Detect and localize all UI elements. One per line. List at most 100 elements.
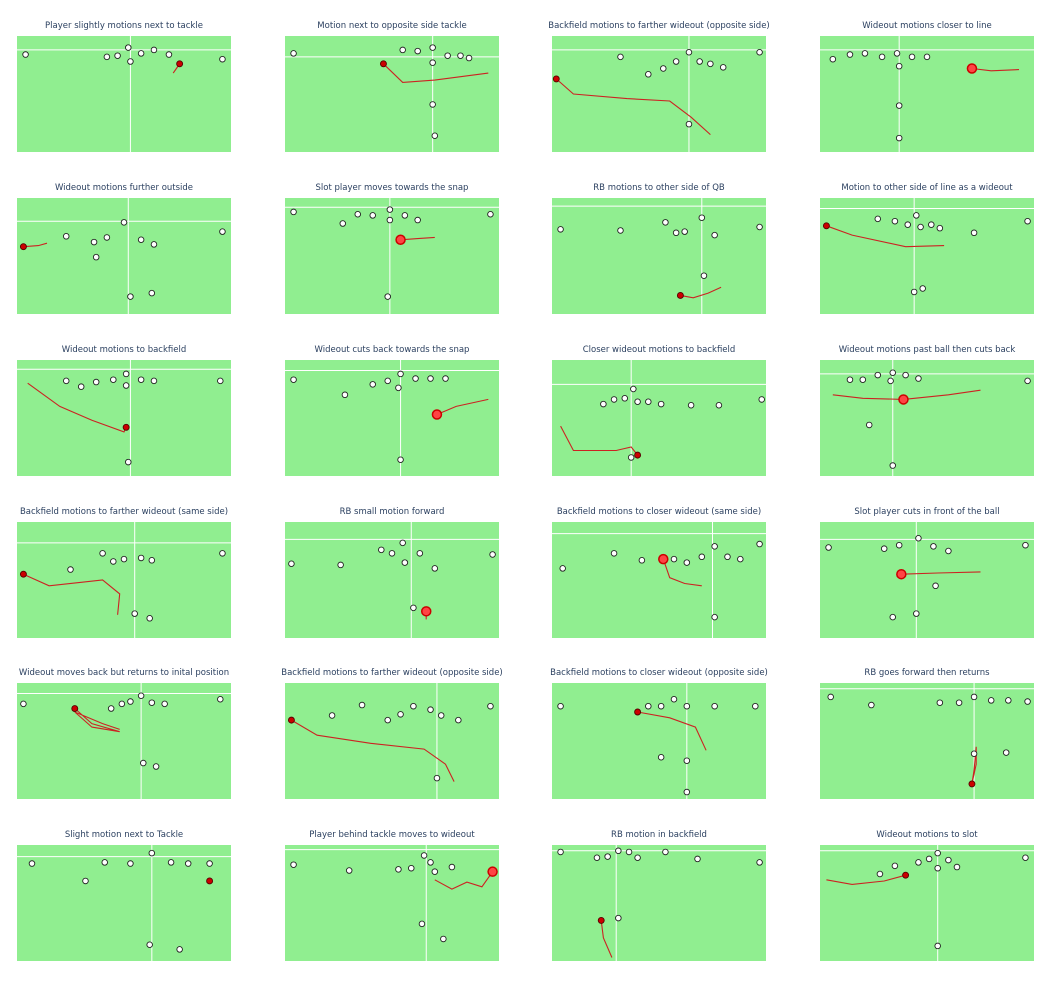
field-background	[285, 683, 499, 799]
player-marker	[77, 383, 85, 390]
player-marker	[137, 50, 145, 57]
player-marker	[1022, 854, 1029, 862]
motion-path	[662, 558, 702, 587]
motion-player-marker	[206, 877, 214, 885]
motion-panel: Backfield motions to farther wideout (op…	[281, 668, 503, 799]
player-marker	[645, 398, 652, 406]
motion-player-marker	[379, 60, 387, 68]
player-marker	[118, 700, 126, 708]
field-background	[820, 198, 1034, 314]
player-marker	[431, 565, 439, 572]
player-marker	[874, 371, 882, 379]
player-marker	[902, 371, 909, 379]
panel-title: Wideout motions to slot	[876, 830, 978, 840]
motion-player-marker	[71, 705, 79, 712]
panel-title: Backfield motions to closer wideout (opp…	[550, 668, 768, 678]
player-marker	[756, 223, 763, 231]
player-marker	[444, 52, 451, 59]
field-background	[285, 360, 499, 476]
motion-path	[555, 78, 711, 136]
player-marker	[908, 53, 916, 61]
player-marker	[1024, 698, 1031, 705]
player-marker	[378, 546, 385, 554]
player-marker	[625, 848, 633, 856]
motion-player-marker	[431, 409, 443, 420]
player-marker	[683, 702, 691, 710]
player-marker	[1002, 749, 1010, 756]
motion-player-marker	[287, 716, 295, 724]
player-marker	[125, 458, 132, 466]
player-marker	[384, 377, 391, 385]
motion-path	[826, 225, 945, 248]
motion-panel: RB goes forward then returns	[820, 668, 1034, 799]
player-marker	[670, 555, 678, 563]
player-marker	[148, 849, 156, 857]
motion-player-marker	[552, 75, 560, 83]
player-marker	[120, 555, 128, 563]
player-marker	[621, 395, 629, 402]
player-marker	[861, 50, 869, 57]
player-marker	[137, 692, 145, 700]
motion-path	[436, 398, 489, 416]
player-marker	[489, 551, 496, 558]
motion-panel: Wideout motions closer to line	[820, 21, 1034, 152]
player-marker	[657, 753, 665, 761]
field-background	[17, 360, 231, 476]
motion-path	[23, 573, 121, 615]
player-marker	[101, 859, 108, 866]
motion-panel: Wideout motions to backfield	[17, 345, 231, 476]
field-background	[552, 36, 766, 152]
player-marker	[756, 540, 763, 548]
motion-player-marker	[658, 553, 669, 565]
panel-title: RB goes forward then returns	[864, 668, 990, 678]
panel-title: Wideout motions further outside	[55, 183, 193, 193]
player-marker	[167, 859, 175, 866]
field-background	[820, 522, 1034, 638]
motion-panel: Slight motion next to Tackle	[17, 830, 231, 961]
player-marker	[930, 543, 937, 550]
panel-title: Wideout moves back but returns to inital…	[19, 668, 229, 678]
player-marker	[290, 376, 297, 383]
panel-title: Player behind tackle moves to wideout	[309, 830, 475, 840]
player-marker	[62, 377, 70, 385]
player-marker	[876, 870, 884, 878]
player-marker	[756, 48, 763, 56]
player-marker	[418, 920, 426, 928]
player-marker	[874, 215, 882, 223]
motion-path	[826, 874, 906, 885]
motion-player-marker	[420, 606, 432, 617]
player-marker	[401, 559, 409, 566]
player-marker	[687, 401, 695, 409]
player-marker	[915, 534, 922, 542]
player-marker	[889, 462, 897, 469]
player-marker	[384, 293, 391, 300]
player-marker	[354, 210, 362, 218]
player-marker	[893, 50, 901, 57]
player-marker	[103, 53, 111, 61]
panel-title: Backfield motions to farther wideout (sa…	[20, 507, 228, 517]
player-marker	[683, 788, 691, 796]
player-marker	[657, 400, 665, 408]
player-marker	[62, 233, 70, 240]
player-marker	[696, 58, 703, 65]
player-marker	[290, 50, 297, 57]
player-marker	[386, 206, 394, 213]
field-background	[285, 845, 499, 961]
player-marker	[386, 216, 394, 224]
player-marker	[683, 757, 691, 764]
player-marker	[99, 550, 106, 557]
field-background	[17, 198, 231, 314]
player-marker	[433, 774, 441, 782]
field-background	[17, 36, 231, 152]
player-marker	[923, 53, 931, 61]
field-background	[820, 360, 1034, 476]
player-marker	[1024, 217, 1031, 225]
player-marker	[150, 377, 158, 385]
player-marker	[82, 877, 89, 885]
player-marker	[431, 868, 439, 875]
player-marker	[1024, 377, 1031, 385]
player-marker	[337, 561, 344, 569]
player-marker	[148, 699, 156, 706]
player-marker	[715, 401, 723, 409]
motion-player-marker	[966, 63, 978, 74]
